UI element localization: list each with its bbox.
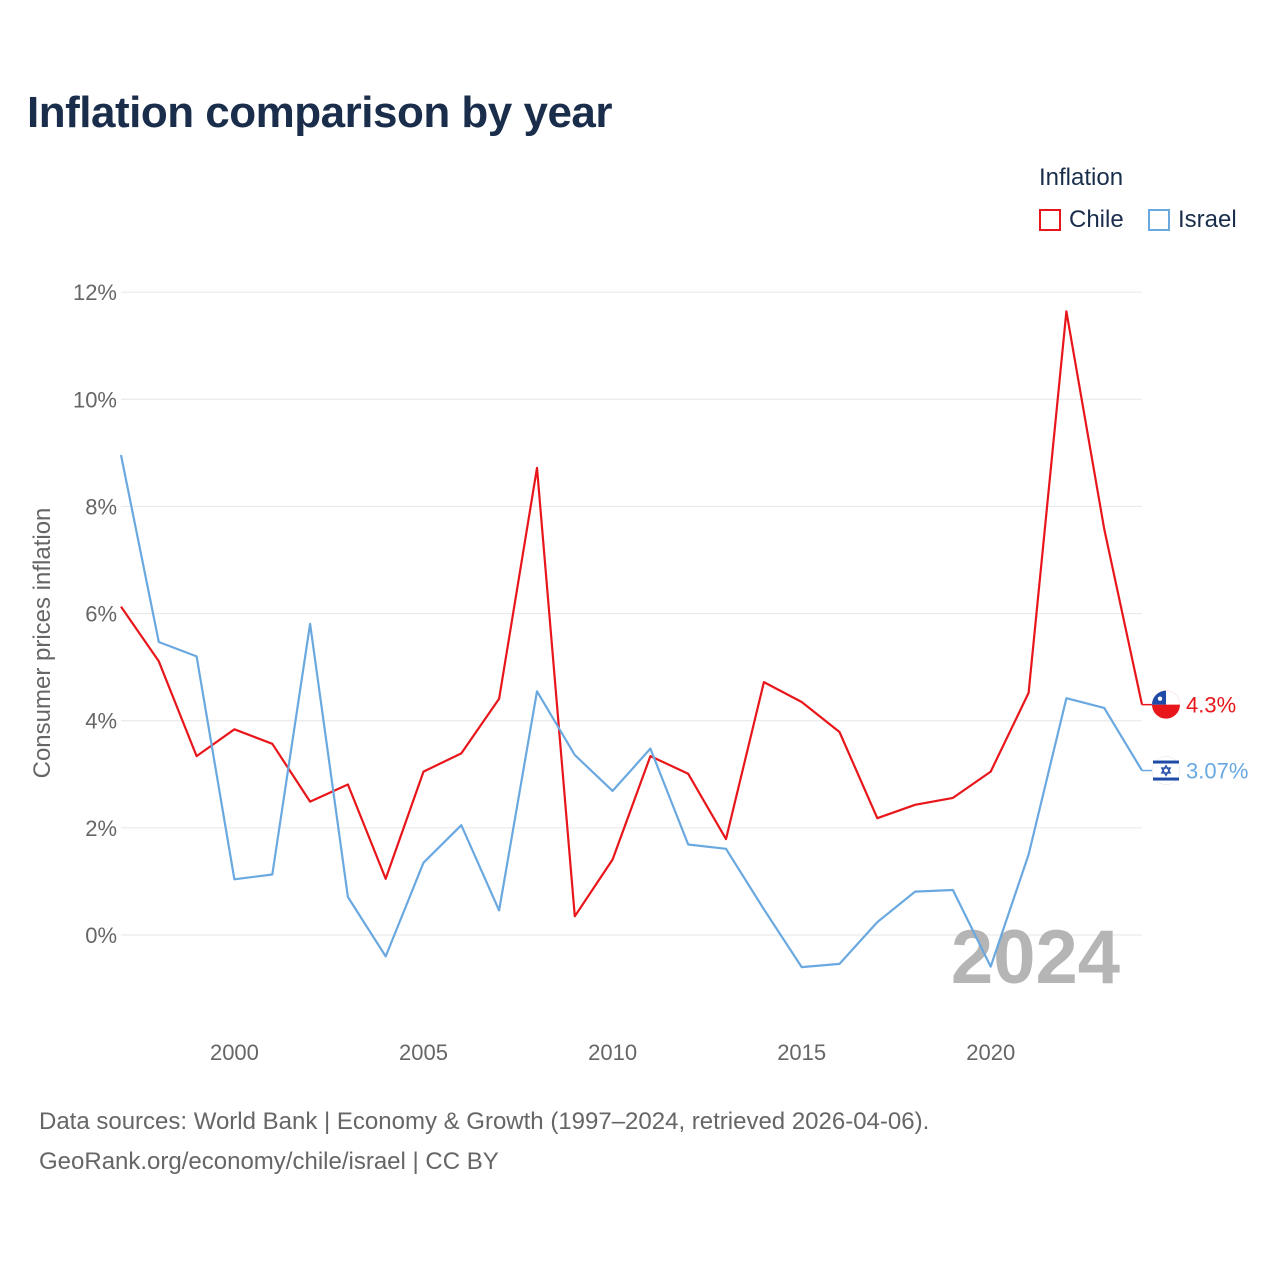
chart-title: Inflation comparison by year: [27, 88, 613, 137]
x-tick-label-2020: 2020: [966, 1040, 1015, 1065]
x-tick-labels: 2000 2005 2010 2015 2020: [210, 1040, 1015, 1065]
israel-flag-icon: [1151, 756, 1181, 785]
y-tick-label-4: 4%: [85, 709, 117, 734]
israel-flag-top-stripe: [1153, 760, 1179, 764]
y-tick-label-6: 6%: [85, 602, 117, 627]
series-lines: [119, 310, 1144, 969]
x-tick-label-2005: 2005: [399, 1040, 448, 1065]
end-value-label-chile: 4.3%: [1186, 693, 1236, 718]
legend-item-israel[interactable]: Israel: [1148, 206, 1237, 234]
israel-flag-bottom-stripe: [1153, 777, 1179, 781]
legend-label-chile: Chile: [1069, 206, 1124, 233]
y-tick-label-8: 8%: [85, 494, 117, 519]
year-watermark: 2024: [951, 915, 1120, 1000]
chile-flag-icon: [1152, 690, 1181, 719]
series-line-israel: [119, 454, 1143, 969]
chile-flag-star: [1157, 696, 1163, 701]
y-tick-label-0: 0%: [85, 923, 117, 948]
grid-lines: [121, 291, 1142, 936]
y-tick-label-12: 12%: [73, 280, 117, 305]
end-value-label-israel: 3.07%: [1186, 759, 1248, 784]
y-tick-labels: 0% 2% 4% 6% 8% 10% 12%: [73, 280, 117, 948]
footer-source: Data sources: World Bank | Economy & Gro…: [39, 1108, 930, 1135]
footer-credit[interactable]: GeoRank.org/economy/chile/israel | CC BY: [39, 1148, 499, 1175]
series-line-chile: [120, 310, 1144, 918]
legend-swatch-israel: [1148, 209, 1170, 231]
y-tick-label-2: 2%: [85, 816, 117, 841]
x-tick-label-2010: 2010: [588, 1040, 637, 1065]
y-tick-label-10: 10%: [73, 387, 117, 412]
legend-label-israel: Israel: [1178, 206, 1237, 233]
israel-flag-star: [1160, 764, 1172, 777]
x-tick-label-2015: 2015: [777, 1040, 826, 1065]
legend-title: Inflation: [1039, 164, 1124, 191]
legend-swatch-chile: [1039, 209, 1061, 231]
y-axis-label: Consumer prices inflation: [29, 508, 56, 779]
legend-item-chile[interactable]: Chile: [1039, 206, 1124, 234]
x-tick-label-2000: 2000: [210, 1040, 259, 1065]
series-end-markers: 4.3% 3.07%: [1142, 690, 1248, 785]
